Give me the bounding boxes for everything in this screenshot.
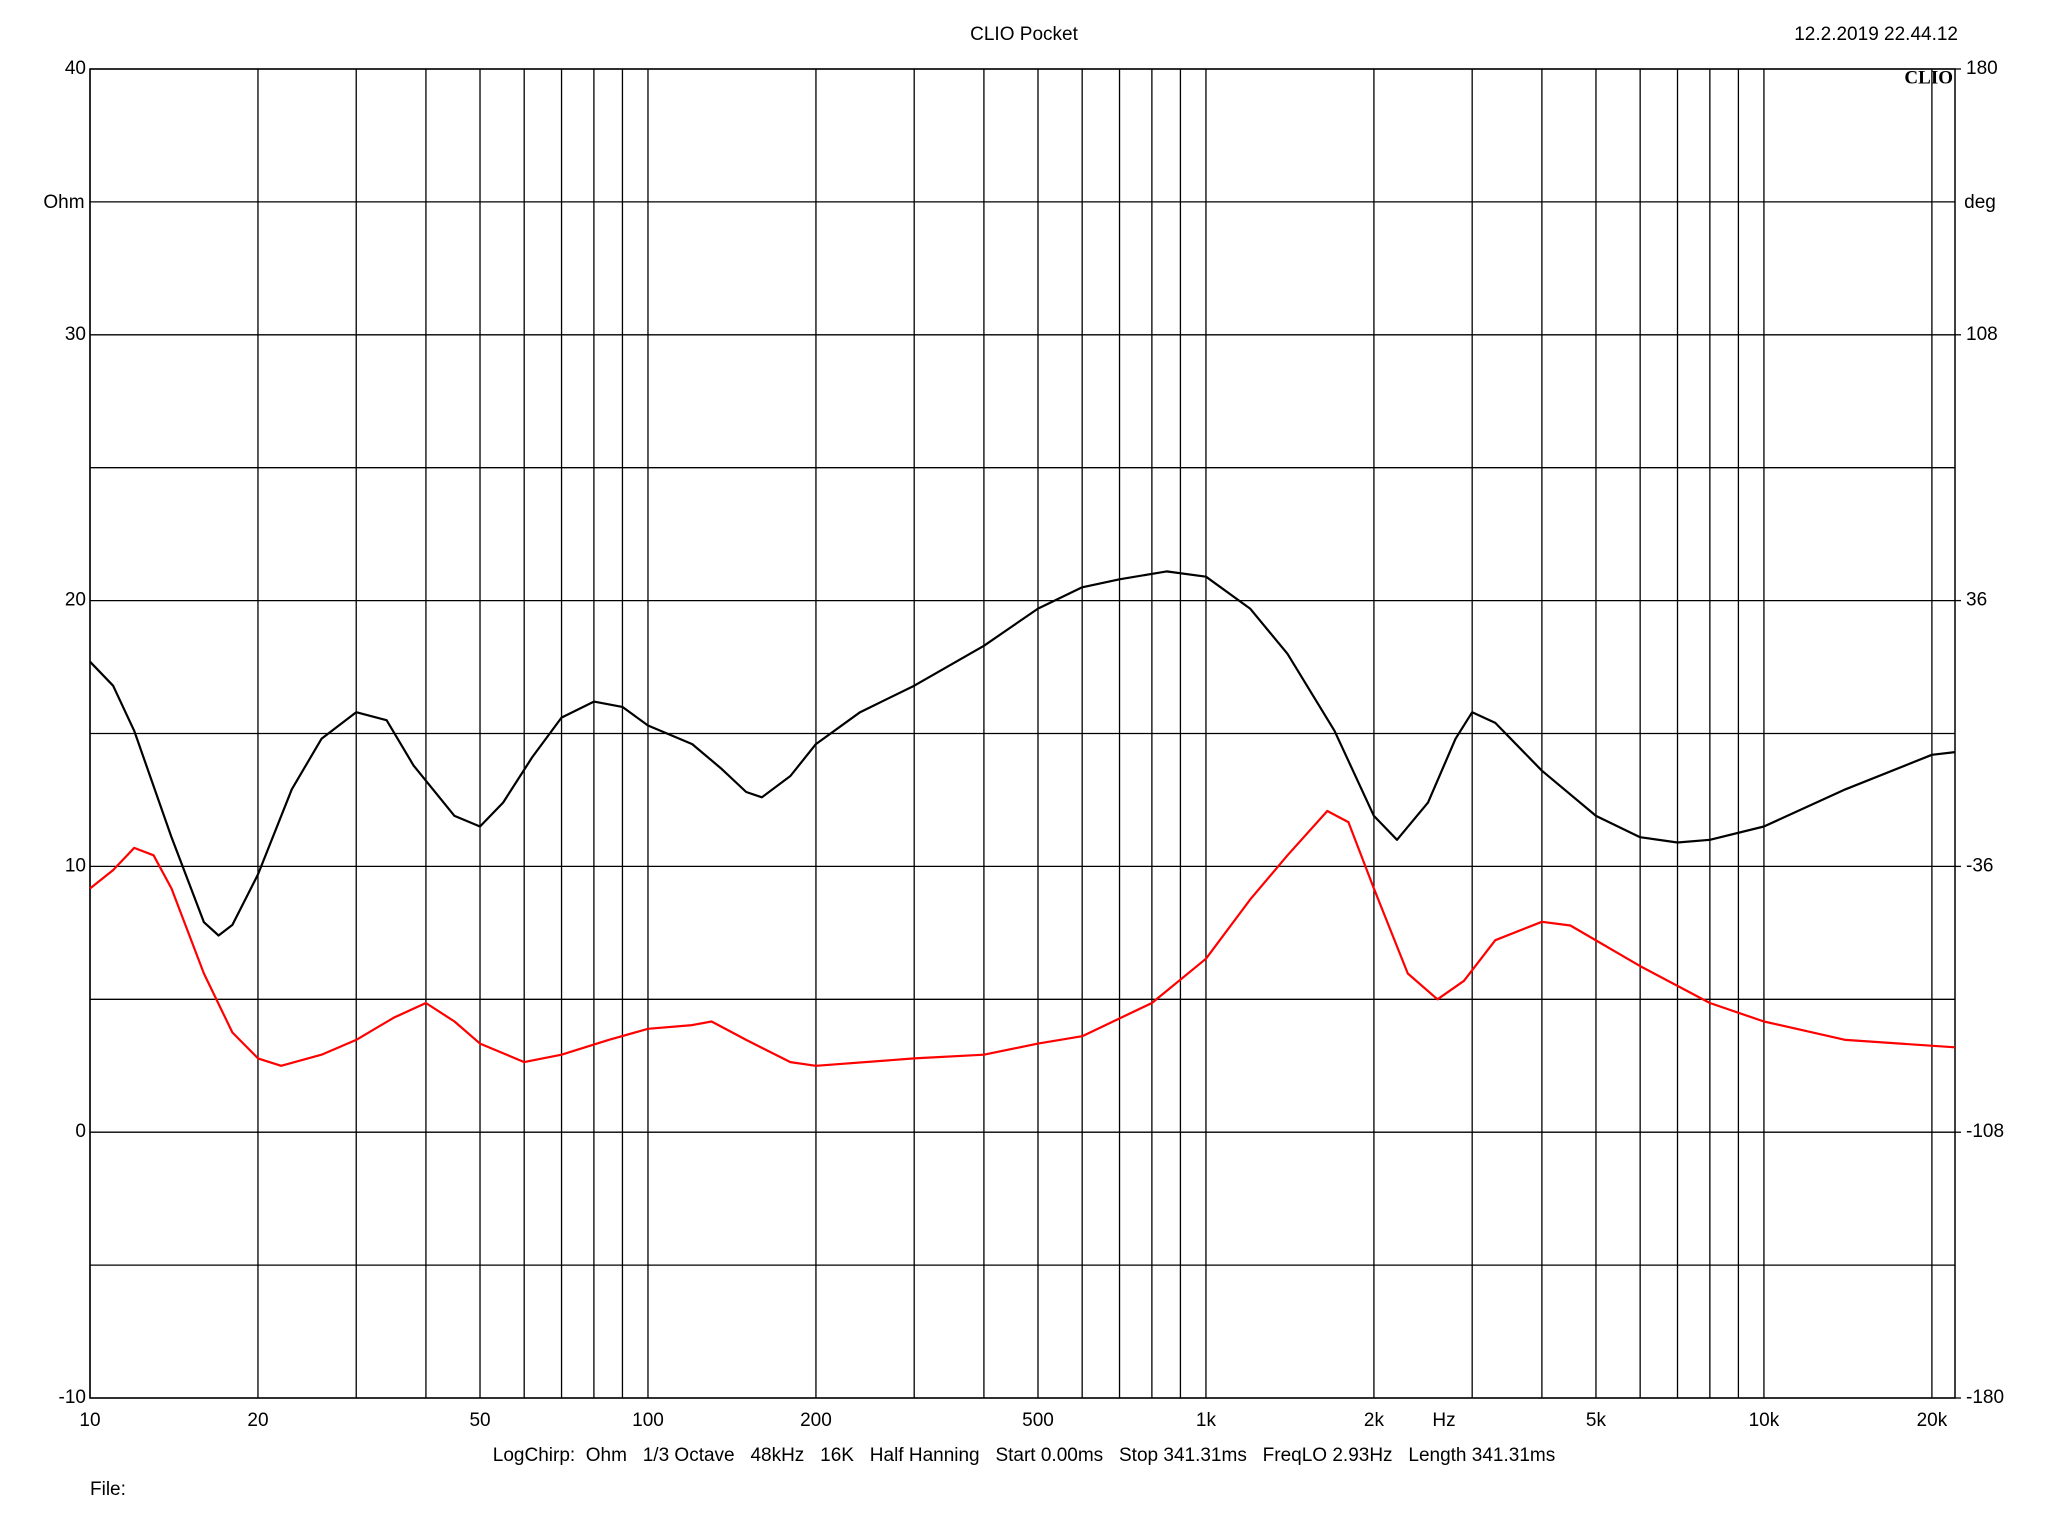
y2-tick-label: -36: [1966, 855, 1993, 876]
y-tick-label: 40: [65, 58, 86, 79]
plot-frame: [89, 68, 1956, 1399]
y-tick-label: 10: [65, 855, 86, 876]
y-tick-label: 30: [65, 324, 86, 345]
chart-title: CLIO Pocket: [970, 24, 1078, 45]
x-tick-label: 100: [632, 1410, 664, 1431]
footer: LogChirp: Ohm 1/3 Octave 48kHz 16K Half …: [493, 1445, 1555, 1466]
x-tick-label: 20: [247, 1410, 268, 1431]
y-tick-label: 0: [75, 1121, 86, 1142]
x-tick-label: 50: [469, 1410, 490, 1431]
data-line: [89, 809, 1956, 1067]
x-tick-label: 10k: [1749, 1410, 1780, 1431]
logo: CLIO: [1904, 67, 1953, 88]
x-tick-label: 500: [1022, 1410, 1054, 1431]
file-label: File:: [90, 1479, 126, 1500]
x-tick-label: 10: [79, 1410, 100, 1431]
timestamp: 12.2.2019 22.44.12: [1794, 24, 1958, 45]
y2-tick-label: 108: [1966, 324, 1998, 345]
y2-tick-label: 180: [1966, 58, 1998, 79]
y2-tick-label: 36: [1966, 590, 1987, 611]
x-tick-label: 200: [800, 1410, 832, 1431]
x-axis-label: Hz: [1432, 1410, 1455, 1431]
x-tick-label: 5k: [1586, 1410, 1607, 1431]
x-tick-label: 2k: [1364, 1410, 1385, 1431]
data-line: [89, 570, 1956, 937]
y2-tick-label: -108: [1966, 1121, 2004, 1142]
y2-tick-label: -180: [1966, 1387, 2004, 1408]
x-tick-label: 20k: [1917, 1410, 1948, 1431]
y-tick-label: -10: [59, 1387, 86, 1408]
y-axis-label: Ohm: [43, 192, 84, 213]
y-tick-label: 20: [65, 590, 86, 611]
y2-axis-label: deg: [1964, 192, 1996, 213]
x-tick-label: 1k: [1196, 1410, 1217, 1431]
